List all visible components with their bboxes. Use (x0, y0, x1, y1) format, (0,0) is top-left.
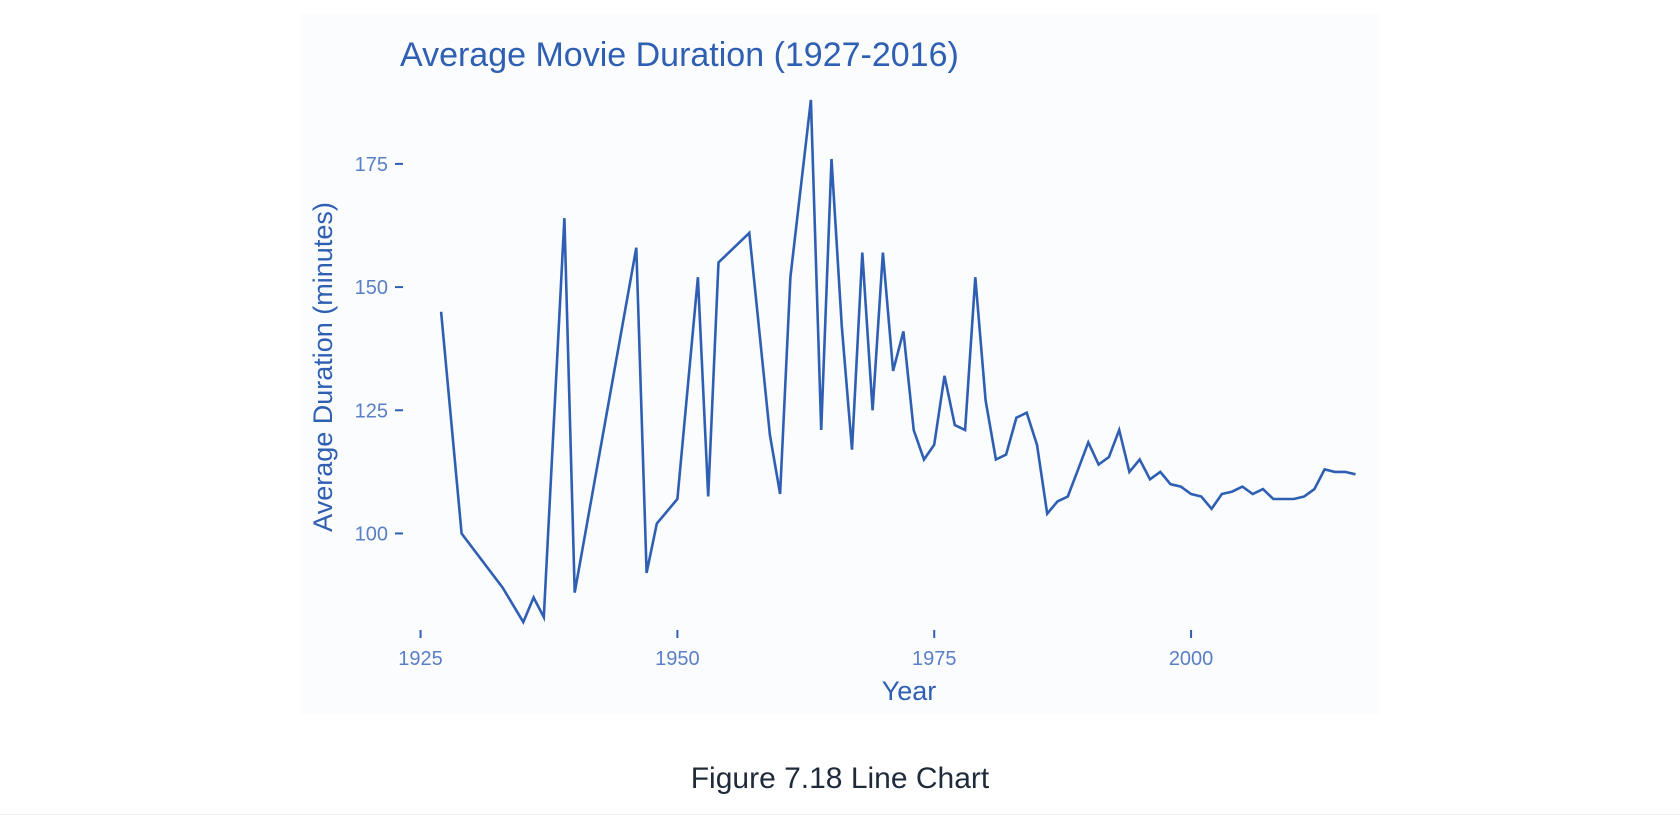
chart-title: Average Movie Duration (1927-2016) (400, 36, 959, 74)
y-axis-label: Average Duration (minutes) (308, 202, 338, 532)
plot-panel (300, 14, 1380, 714)
x-tick-label: 2000 (1169, 648, 1214, 670)
x-axis-label: Year (882, 676, 937, 706)
x-tick-label: 1950 (655, 648, 700, 670)
y-tick-label: 150 (355, 277, 388, 299)
y-tick-label: 125 (355, 400, 388, 422)
x-axis: 1925 1950 1975 2000 (398, 630, 1213, 670)
y-tick-label: 100 (355, 523, 388, 545)
divider (0, 814, 1680, 815)
y-axis: 100 125 150 175 (355, 154, 403, 545)
x-tick-label: 1925 (398, 648, 443, 670)
y-tick-label: 175 (355, 154, 388, 176)
figure-caption: Figure 7.18 Line Chart (690, 762, 990, 795)
x-tick-label: 1975 (912, 648, 957, 670)
series-group (439, 99, 1356, 625)
series-line (439, 99, 1356, 625)
